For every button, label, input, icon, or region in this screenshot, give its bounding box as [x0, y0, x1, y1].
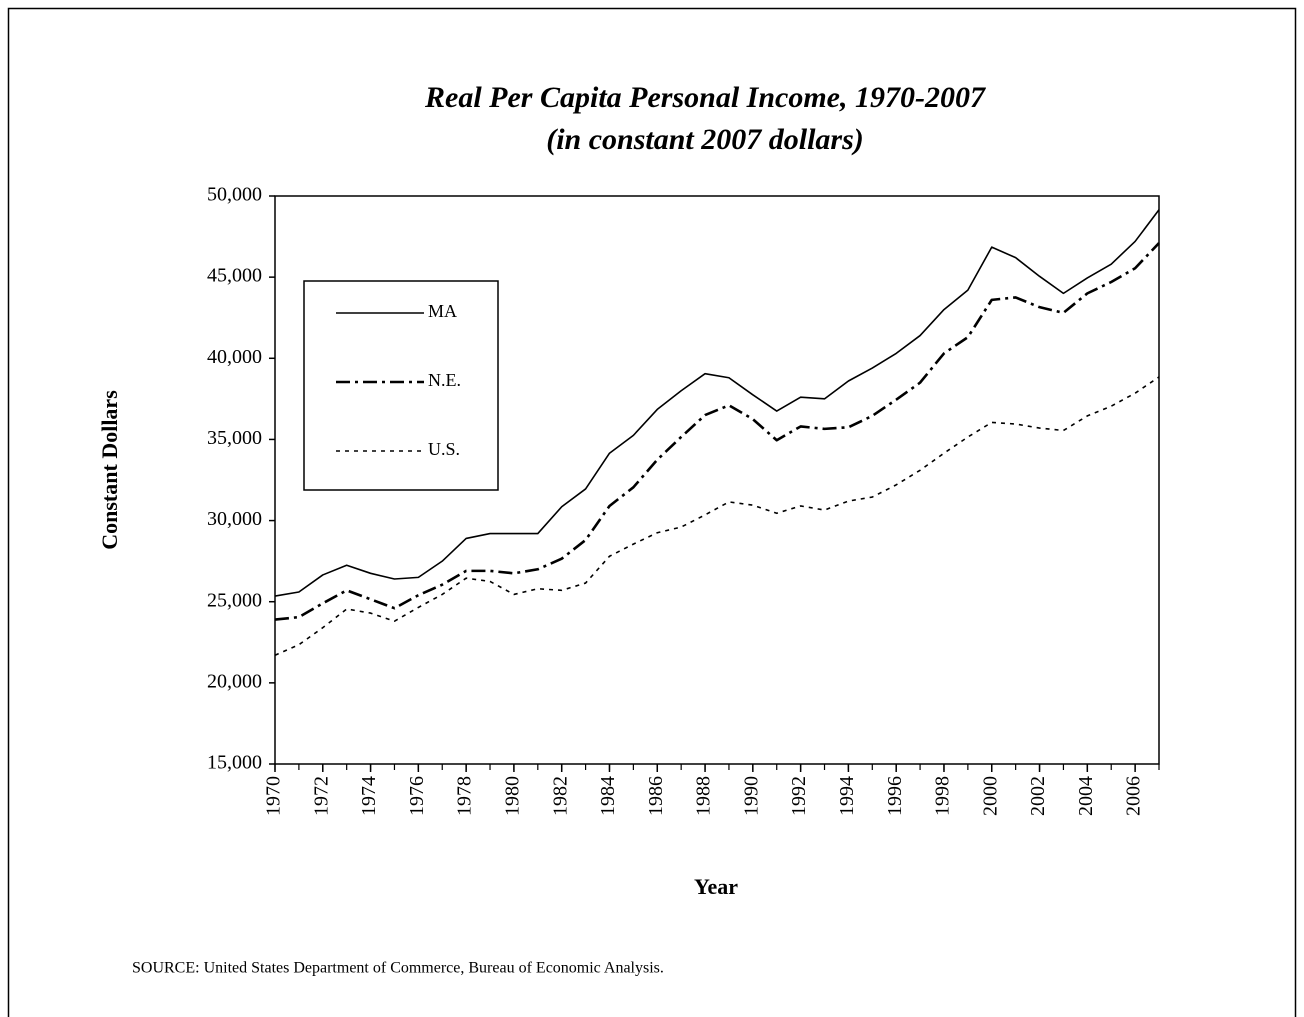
x-tick-label: 1996 — [884, 776, 906, 816]
x-tick-label: 1990 — [740, 776, 762, 816]
x-tick-label: 2002 — [1027, 776, 1049, 816]
x-tick-label: 1978 — [454, 776, 476, 816]
y-tick-label: 45,000 — [207, 265, 262, 287]
y-tick-label: 20,000 — [207, 670, 262, 692]
y-tick-label: 25,000 — [207, 589, 262, 611]
x-tick-label: 1974 — [358, 776, 380, 816]
x-tick-label: 2000 — [979, 776, 1001, 816]
x-tick-label: 1994 — [836, 776, 858, 816]
y-axis-title: Constant Dollars — [97, 390, 122, 550]
y-tick-label: 30,000 — [207, 508, 262, 530]
x-tick-label: 1992 — [788, 776, 810, 816]
legend-box — [303, 280, 499, 491]
y-tick-label: 50,000 — [207, 184, 262, 206]
x-tick-label: 2004 — [1075, 776, 1097, 816]
legend-label: U.S. — [428, 439, 460, 459]
x-tick-label: 1980 — [502, 776, 524, 816]
x-tick-label: 1976 — [406, 776, 428, 816]
frame — [7, 7, 1297, 1017]
x-tick-label: 1986 — [645, 776, 667, 816]
x-tick-label: 1982 — [549, 776, 571, 816]
series-line — [274, 209, 1160, 597]
chart-subtitle: (in constant 2007 dollars) — [546, 123, 864, 156]
legend-label: MA — [428, 301, 457, 321]
y-tick-label: 15,000 — [207, 752, 262, 774]
source-note: SOURCE: United States Department of Comm… — [132, 960, 664, 977]
legend-label: N.E. — [428, 370, 461, 390]
plot-area — [274, 195, 1160, 765]
x-tick-label: 1988 — [693, 776, 715, 816]
x-tick-label: 1972 — [310, 776, 332, 816]
series-line — [274, 242, 1160, 621]
chart-title: Real Per Capita Personal Income, 1970-20… — [424, 81, 986, 114]
x-tick-label: 1998 — [932, 776, 954, 816]
series-line — [274, 376, 1160, 657]
x-tick-label: 2006 — [1123, 776, 1145, 816]
y-tick-label: 35,000 — [207, 427, 262, 449]
x-axis-title: Year — [694, 874, 738, 899]
x-tick-label: 1970 — [263, 776, 285, 816]
y-tick-label: 40,000 — [207, 346, 262, 368]
x-tick-label: 1984 — [597, 776, 619, 816]
